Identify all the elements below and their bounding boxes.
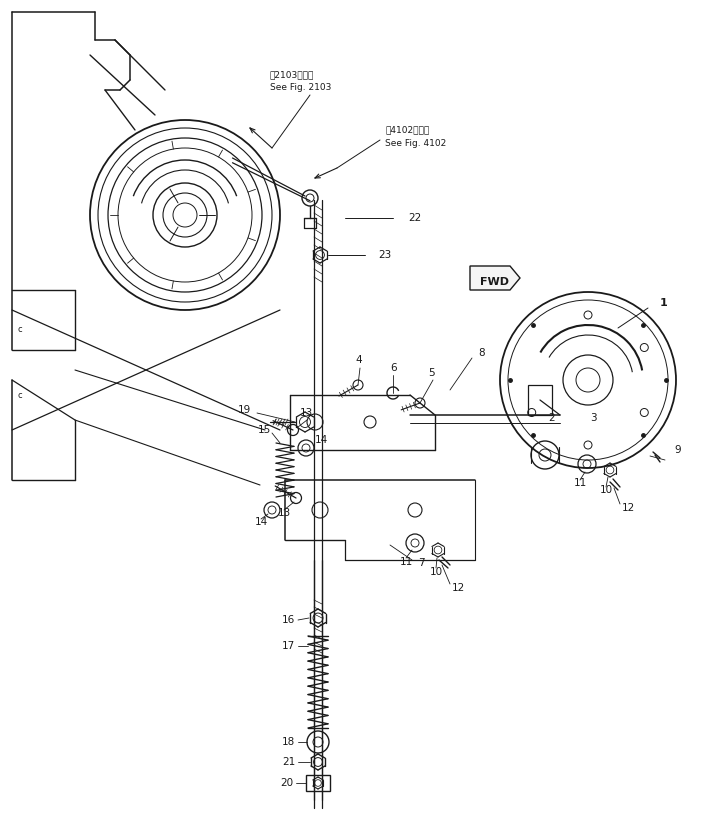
Text: 8: 8: [478, 348, 484, 358]
Text: c: c: [18, 326, 23, 334]
Text: 第2103図参照: 第2103図参照: [270, 70, 314, 79]
Text: 1: 1: [660, 298, 668, 308]
Text: 13: 13: [300, 408, 313, 418]
Text: 14: 14: [255, 517, 268, 527]
Text: FWD: FWD: [480, 277, 509, 287]
Bar: [528, 385, 552, 415]
Bar: [306, 775, 330, 791]
Text: 17: 17: [282, 641, 295, 651]
Text: 4: 4: [355, 355, 361, 365]
Text: See Fig. 2103: See Fig. 2103: [270, 83, 331, 92]
Text: 9: 9: [674, 445, 681, 455]
Text: 10: 10: [600, 485, 613, 495]
Text: 2: 2: [548, 413, 555, 423]
Text: 23: 23: [378, 250, 391, 260]
Text: See Fig. 4102: See Fig. 4102: [385, 139, 446, 148]
Text: 20: 20: [280, 778, 293, 788]
Text: 第4102図参照: 第4102図参照: [385, 125, 429, 134]
Text: 12: 12: [622, 503, 635, 513]
Text: 15: 15: [258, 425, 271, 435]
Text: 22: 22: [408, 213, 421, 223]
Text: 13: 13: [278, 508, 292, 518]
Text: 12: 12: [452, 583, 465, 593]
Text: 16: 16: [282, 615, 295, 625]
Text: 18: 18: [282, 737, 295, 747]
Text: c: c: [18, 390, 23, 399]
Text: 19: 19: [238, 405, 251, 415]
Text: 10: 10: [430, 567, 443, 577]
Polygon shape: [470, 266, 520, 290]
Text: 21: 21: [282, 757, 295, 767]
Text: 7: 7: [418, 558, 424, 568]
Text: 6: 6: [390, 363, 397, 373]
Text: 3: 3: [590, 413, 597, 423]
Text: 11: 11: [400, 557, 413, 567]
Text: 14: 14: [315, 435, 328, 445]
Text: 5: 5: [428, 368, 435, 378]
Text: 11: 11: [574, 478, 587, 488]
